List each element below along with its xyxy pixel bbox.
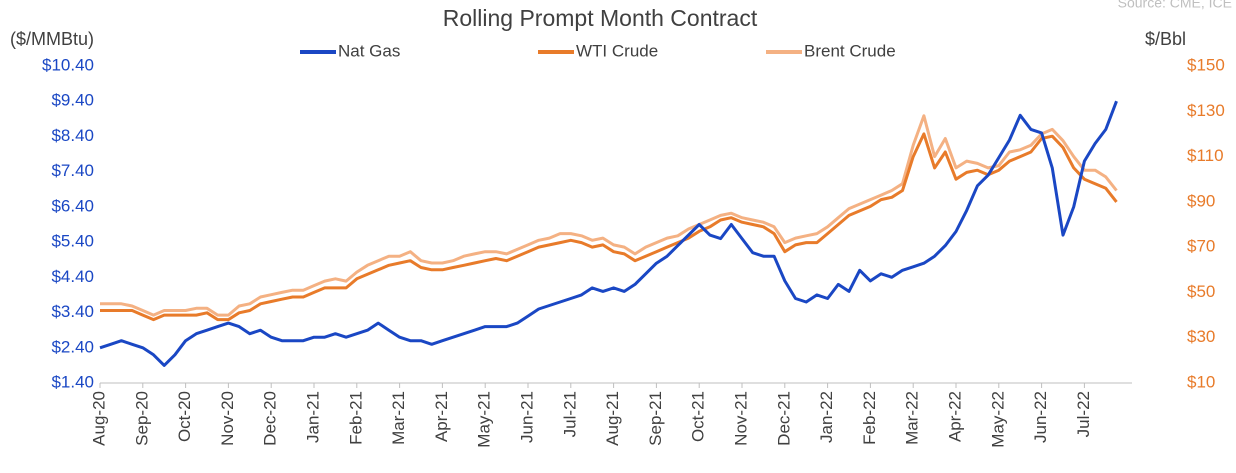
legend-label: WTI Crude [576, 41, 658, 60]
y2-tick-label: $150 [1187, 55, 1225, 74]
x-tick-label: Aug-21 [603, 391, 622, 446]
y2-tick-label: $70 [1187, 237, 1215, 256]
x-tick-label: Feb-22 [860, 391, 879, 445]
x-tick-label: Feb-21 [346, 391, 365, 445]
x-tick-label: Mar-22 [903, 391, 922, 445]
x-tick-label: Dec-21 [774, 391, 793, 446]
x-tick-label: Jul-21 [560, 391, 579, 437]
y2-tick-label: $50 [1187, 282, 1215, 301]
y-tick-label: $9.40 [51, 91, 94, 110]
x-tick-label: Nov-20 [218, 391, 237, 446]
x-tick-label: Jul-22 [1074, 391, 1093, 437]
y-axis-label: ($/MMBtu) [10, 29, 94, 49]
y-tick-label: $2.40 [51, 337, 94, 356]
x-tick-label: Aug-20 [89, 391, 108, 446]
y2-axis-label: $/Bbl [1145, 29, 1186, 49]
y-tick-label: $10.40 [42, 55, 94, 74]
x-tick-label: Sep-20 [132, 391, 151, 446]
series-line [99, 100, 1118, 367]
x-tick-label: Oct-21 [689, 391, 708, 442]
x-tick-label: Mar-21 [389, 391, 408, 445]
source-note: Source: CME, ICE [1118, 0, 1232, 11]
chart-title: Rolling Prompt Month Contract [443, 5, 758, 31]
y-tick-label: $4.40 [51, 267, 94, 286]
x-tick-label: Sep-21 [646, 391, 665, 446]
series-line [100, 132, 1118, 322]
y-tick-label: $5.40 [51, 232, 94, 251]
x-tick-label: Nov-21 [731, 391, 750, 446]
x-tick-label: Dec-20 [261, 391, 280, 446]
x-tick-label: Jun-22 [1031, 391, 1050, 443]
y2-tick-label: $10 [1187, 372, 1215, 391]
y-tick-label: $3.40 [51, 302, 94, 321]
series-line [100, 114, 1118, 317]
legend-label: Nat Gas [338, 41, 400, 60]
y-tick-label: $6.40 [51, 196, 94, 215]
x-tick-label: Jan-22 [817, 391, 836, 443]
x-tick-label: Apr-21 [432, 391, 451, 442]
x-tick-label: May-21 [475, 391, 494, 448]
legend-label: Brent Crude [804, 41, 896, 60]
y2-tick-label: $110 [1187, 146, 1224, 165]
y2-tick-label: $90 [1187, 191, 1215, 210]
x-tick-label: Apr-22 [945, 391, 964, 442]
x-tick-label: May-22 [988, 391, 1007, 448]
y-tick-label: $8.40 [51, 126, 94, 145]
y-tick-label: $1.40 [51, 372, 94, 391]
y2-tick-label: $130 [1187, 101, 1225, 120]
x-tick-label: Jun-21 [517, 391, 536, 443]
y-tick-label: $7.40 [51, 161, 94, 180]
y2-tick-label: $30 [1187, 327, 1215, 346]
x-tick-label: Oct-20 [175, 391, 194, 442]
x-tick-label: Jan-21 [303, 391, 322, 443]
